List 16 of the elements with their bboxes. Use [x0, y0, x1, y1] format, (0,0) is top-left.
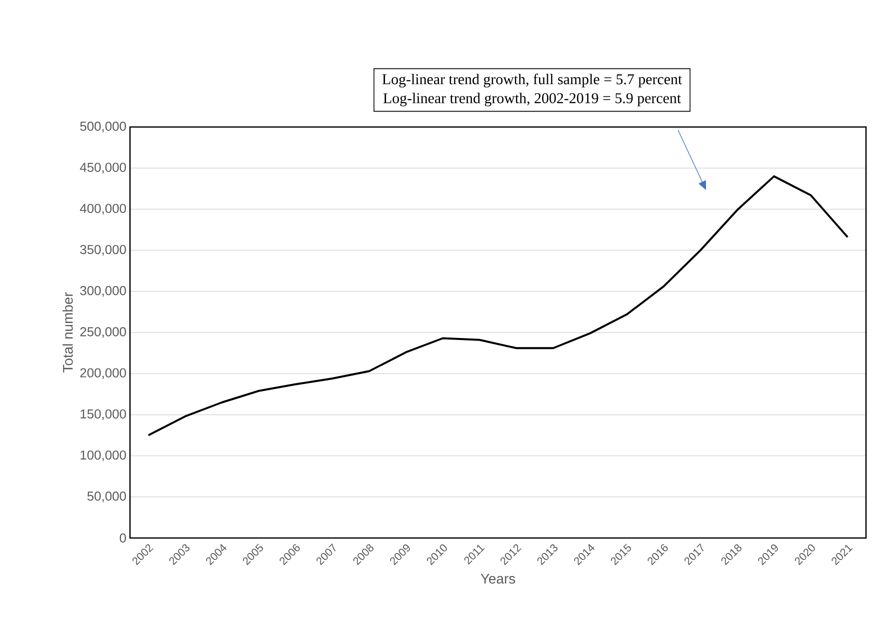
- line-series: [147, 175, 849, 436]
- y-axis-title: Total number: [62, 292, 73, 372]
- y-tick-label: 500,000: [80, 122, 126, 132]
- y-tick-label: 400,000: [80, 204, 126, 215]
- y-tick-label: 300,000: [80, 286, 126, 297]
- x-axis-title: Years: [480, 574, 516, 584]
- y-tick-label: 50,000: [87, 492, 126, 502]
- text: Log-linear trend growth, full sample = 5.7 percent: [382, 74, 682, 88]
- text: Log-linear trend growth, 2002-2019 = 5.9 percent: [383, 92, 681, 106]
- y-tick-label: 200,000: [80, 368, 126, 379]
- y-tick-label: 450,000: [80, 162, 126, 174]
- y-tick-label: 0: [120, 533, 126, 543]
- y-tick-label: 250,000: [80, 327, 126, 338]
- y-tick-label: 150,000: [80, 409, 126, 420]
- y-tick-label: 350,000: [80, 244, 126, 256]
- y-tick-label: 100,000: [80, 450, 126, 462]
